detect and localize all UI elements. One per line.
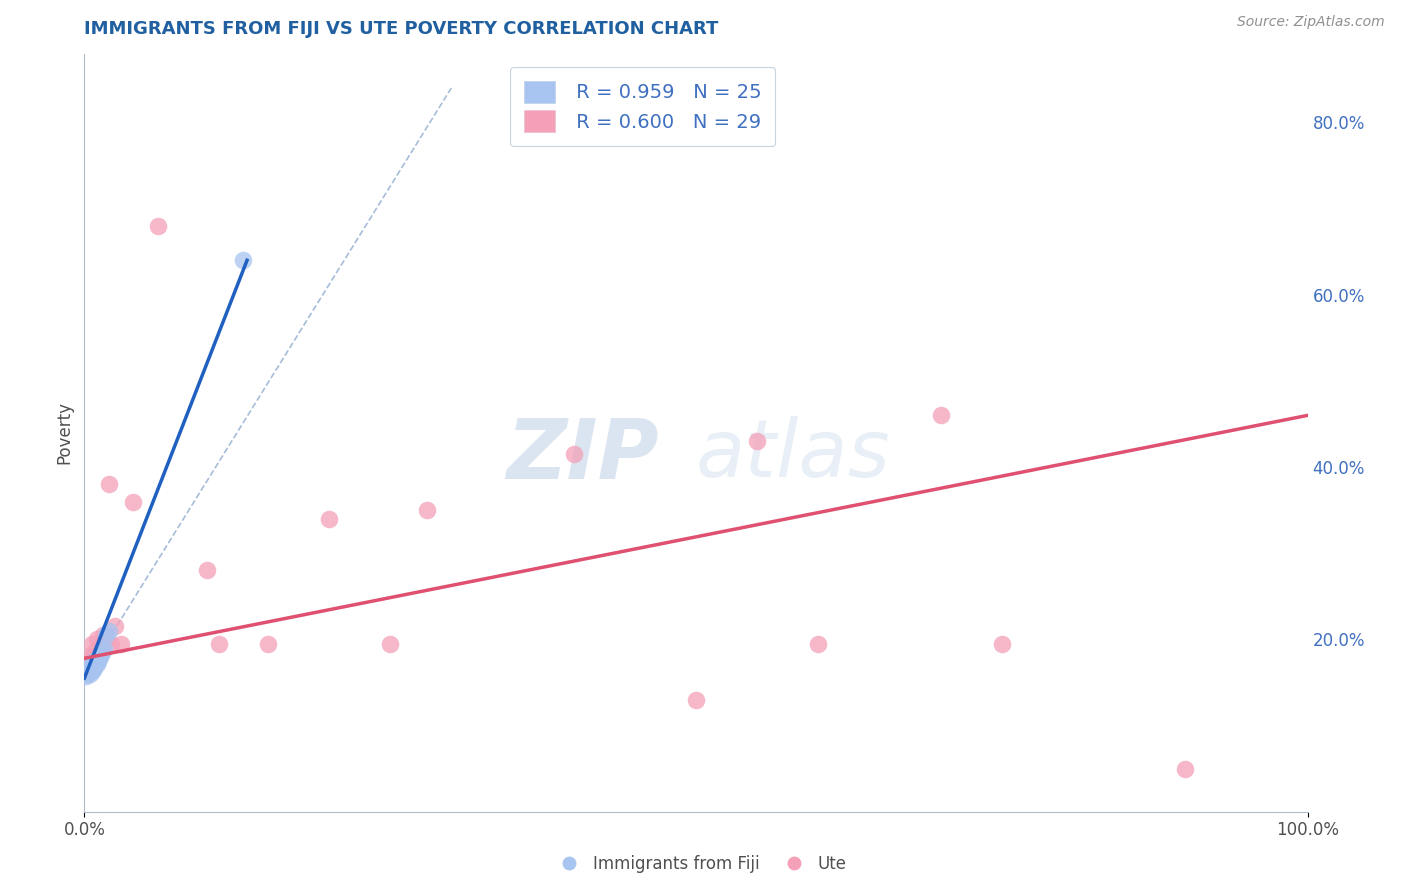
Point <box>685 692 707 706</box>
Point <box>79 663 101 677</box>
Point <box>76 649 98 664</box>
Point <box>747 434 769 449</box>
Point <box>79 660 101 674</box>
Point <box>80 637 103 651</box>
Point <box>257 637 280 651</box>
Point <box>84 658 107 673</box>
Point <box>86 657 108 671</box>
Point <box>82 657 104 671</box>
Point <box>97 477 120 491</box>
Point <box>77 663 100 677</box>
Point <box>77 661 100 675</box>
Point <box>87 651 110 665</box>
Point <box>562 447 585 461</box>
Point <box>93 640 115 655</box>
Point <box>82 663 104 677</box>
Point <box>75 668 97 682</box>
Legend:  R = 0.959   N = 25,  R = 0.600   N = 29: R = 0.959 N = 25, R = 0.600 N = 29 <box>510 67 776 146</box>
Point <box>77 658 100 673</box>
Point <box>87 640 110 655</box>
Point <box>110 637 132 651</box>
Point <box>77 665 100 680</box>
Point <box>91 644 114 658</box>
Point <box>80 665 103 679</box>
Point <box>380 637 402 651</box>
Point <box>97 624 120 638</box>
Text: Source: ZipAtlas.com: Source: ZipAtlas.com <box>1237 15 1385 29</box>
Point <box>1174 762 1197 776</box>
Point <box>91 628 114 642</box>
Point <box>76 666 98 681</box>
Point <box>77 665 100 679</box>
Point <box>100 637 122 651</box>
Point <box>75 654 97 668</box>
Point <box>318 512 340 526</box>
Point <box>104 619 127 633</box>
Point <box>929 409 952 423</box>
Text: ZIP: ZIP <box>506 415 659 496</box>
Point <box>122 494 145 508</box>
Point <box>96 632 118 647</box>
Point <box>416 503 439 517</box>
Point <box>89 649 111 664</box>
Point <box>991 637 1014 651</box>
Legend: Immigrants from Fiji, Ute: Immigrants from Fiji, Ute <box>553 848 853 880</box>
Point <box>232 253 254 268</box>
Point <box>96 628 118 642</box>
Y-axis label: Poverty: Poverty <box>55 401 73 464</box>
Point <box>79 666 101 681</box>
Point <box>83 654 105 668</box>
Text: atlas: atlas <box>696 417 891 494</box>
Point <box>90 647 112 661</box>
Point <box>208 637 231 651</box>
Text: IMMIGRANTS FROM FIJI VS UTE POVERTY CORRELATION CHART: IMMIGRANTS FROM FIJI VS UTE POVERTY CORR… <box>84 21 718 38</box>
Point <box>83 645 105 659</box>
Point <box>80 658 103 673</box>
Point <box>86 632 108 647</box>
Point <box>87 654 110 668</box>
Point <box>195 564 218 578</box>
Point <box>146 219 169 233</box>
Point <box>83 661 105 675</box>
Point <box>807 637 830 651</box>
